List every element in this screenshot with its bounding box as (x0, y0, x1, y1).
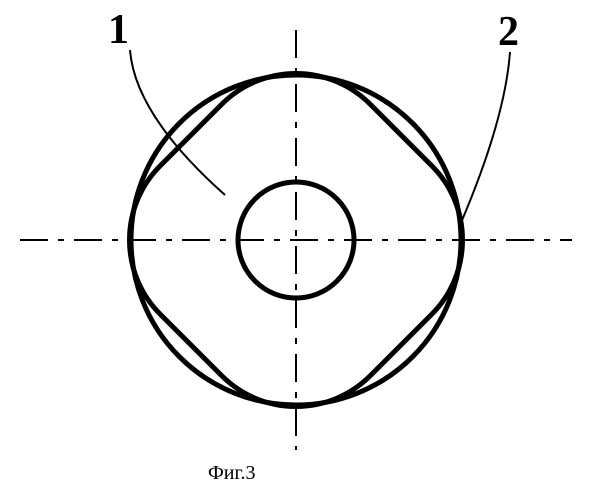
technical-drawing (0, 0, 596, 500)
leader-line-2 (460, 52, 510, 225)
figure-canvas: 1 2 Фиг.3 (0, 0, 596, 500)
callout-label-2: 2 (498, 8, 519, 56)
figure-caption: Фиг.3 (208, 462, 255, 485)
callout-label-1: 1 (108, 6, 129, 54)
